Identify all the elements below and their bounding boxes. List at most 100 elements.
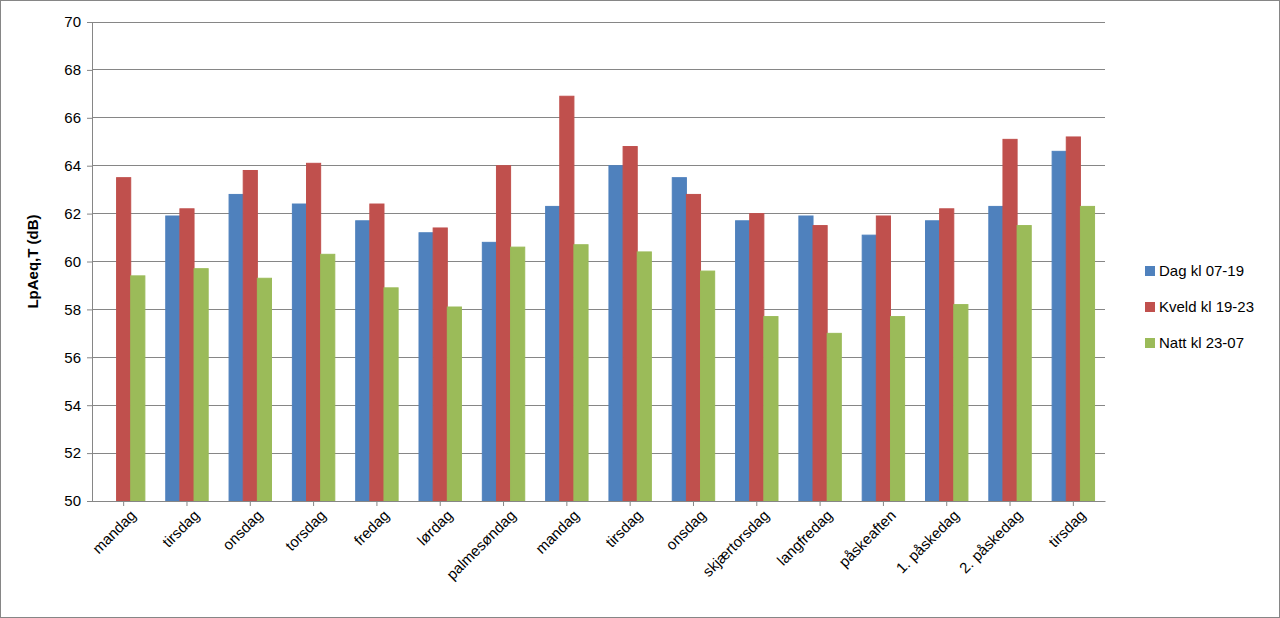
tick-mark xyxy=(756,501,757,506)
tick: tirsdag xyxy=(602,501,646,550)
bar xyxy=(356,221,370,501)
tick: 70 xyxy=(64,13,92,30)
bar xyxy=(954,305,968,501)
bar xyxy=(764,317,778,501)
tick: 50 xyxy=(64,492,92,509)
tick-mark xyxy=(87,262,92,263)
bar xyxy=(321,254,335,501)
tick-mark xyxy=(630,501,631,506)
bar xyxy=(1080,206,1094,501)
tick: 66 xyxy=(64,109,92,126)
tick-label: mandag xyxy=(532,506,582,556)
tick-label: onsdag xyxy=(219,506,266,553)
grid-line xyxy=(92,165,1105,166)
bar-series xyxy=(166,151,1067,501)
tick: 64 xyxy=(64,157,92,174)
bar xyxy=(1017,226,1031,501)
tick-mark xyxy=(440,501,441,506)
tick-label: tirsdag xyxy=(602,506,646,550)
tick-label: langfredag xyxy=(773,506,835,568)
tick: påskeaften xyxy=(835,501,899,570)
bar xyxy=(672,178,686,501)
tick: mandag xyxy=(532,501,582,557)
tick-label: 56 xyxy=(64,349,81,366)
tick: 2. påskedag xyxy=(956,501,1026,576)
bar xyxy=(433,228,447,501)
tick-label: onsdag xyxy=(662,506,709,553)
bar xyxy=(609,166,623,501)
tick-label: palmesøndag xyxy=(443,506,519,582)
tick: onsdag xyxy=(662,501,709,553)
grid-line xyxy=(92,69,1105,70)
tick-mark xyxy=(1010,501,1011,506)
grid xyxy=(92,22,1105,501)
tick-label: 70 xyxy=(64,13,81,30)
y-axis-title: LpAeq,T (dB) xyxy=(24,214,41,308)
bar xyxy=(229,194,243,501)
tick-label: fredag xyxy=(350,506,392,548)
bar xyxy=(370,204,384,501)
bar xyxy=(131,276,145,501)
bar xyxy=(701,271,715,501)
grid-line xyxy=(92,22,1105,23)
bar xyxy=(989,206,1003,501)
tick-mark xyxy=(503,501,504,506)
bar xyxy=(117,178,131,501)
bar xyxy=(623,147,637,501)
tick: 68 xyxy=(64,61,92,78)
legend-item: Kveld kl 19-23 xyxy=(1145,298,1254,315)
plot: 50 52 54 56 58 60 62 64 66 68 70 mandag tirsdag onsda… xyxy=(64,13,1105,582)
tick-label: 1. påskedag xyxy=(892,506,962,576)
tick-mark xyxy=(313,501,314,506)
tick: fredag xyxy=(350,501,392,549)
tick: 52 xyxy=(64,444,92,461)
tick: tirsdag xyxy=(159,501,203,550)
tick: skjærtorsdag xyxy=(699,501,772,580)
bar xyxy=(940,209,954,501)
bar xyxy=(482,242,496,501)
bar xyxy=(1003,139,1017,501)
tick-label: 62 xyxy=(64,205,81,222)
legend-label: Natt kl 23-07 xyxy=(1159,334,1244,351)
bar xyxy=(1052,151,1066,501)
legend: Dag kl 07-19 Kveld kl 19-23 Natt kl 23-07 xyxy=(1145,262,1254,351)
tick-mark xyxy=(820,501,821,506)
tick: 1. påskedag xyxy=(892,501,962,576)
x-axis: mandag tirsdag onsdag torsdag fredag lørdagpa… xyxy=(89,501,1106,583)
tick-label: 58 xyxy=(64,301,81,318)
legend-item: Natt kl 23-07 xyxy=(1145,334,1244,351)
tick: 56 xyxy=(64,349,92,366)
legend-label: Dag kl 07-19 xyxy=(1159,262,1244,279)
bar xyxy=(750,214,764,501)
bar xyxy=(194,269,208,501)
tick-label: torsdag xyxy=(282,506,329,553)
grid-line xyxy=(92,117,1105,118)
bar xyxy=(827,333,841,501)
bar xyxy=(243,170,257,501)
bars xyxy=(117,96,1095,501)
bar-series xyxy=(117,96,1081,501)
tick-label: lørdag xyxy=(414,506,456,548)
bar xyxy=(419,233,433,501)
bar xyxy=(166,216,180,501)
tick-mark xyxy=(87,309,92,310)
bar xyxy=(180,209,194,501)
bar xyxy=(736,221,750,501)
tick-label: 54 xyxy=(64,397,81,414)
tick: 60 xyxy=(64,253,92,270)
bar xyxy=(560,96,574,501)
legend-swatch xyxy=(1145,266,1155,276)
bar xyxy=(876,216,890,501)
tick-label: 50 xyxy=(64,492,81,509)
tick: onsdag xyxy=(219,501,266,553)
tick-label: 2. påskedag xyxy=(956,506,1026,576)
bar xyxy=(926,221,940,501)
bar xyxy=(686,194,700,501)
axis-line xyxy=(87,23,93,502)
chart: 50 52 54 56 58 60 62 64 66 68 70 mandag tirsdag onsda… xyxy=(0,0,1280,618)
bar xyxy=(574,245,588,501)
tick-mark xyxy=(186,501,187,506)
tick-mark xyxy=(87,405,92,406)
bar xyxy=(496,166,510,501)
bar xyxy=(813,226,827,501)
